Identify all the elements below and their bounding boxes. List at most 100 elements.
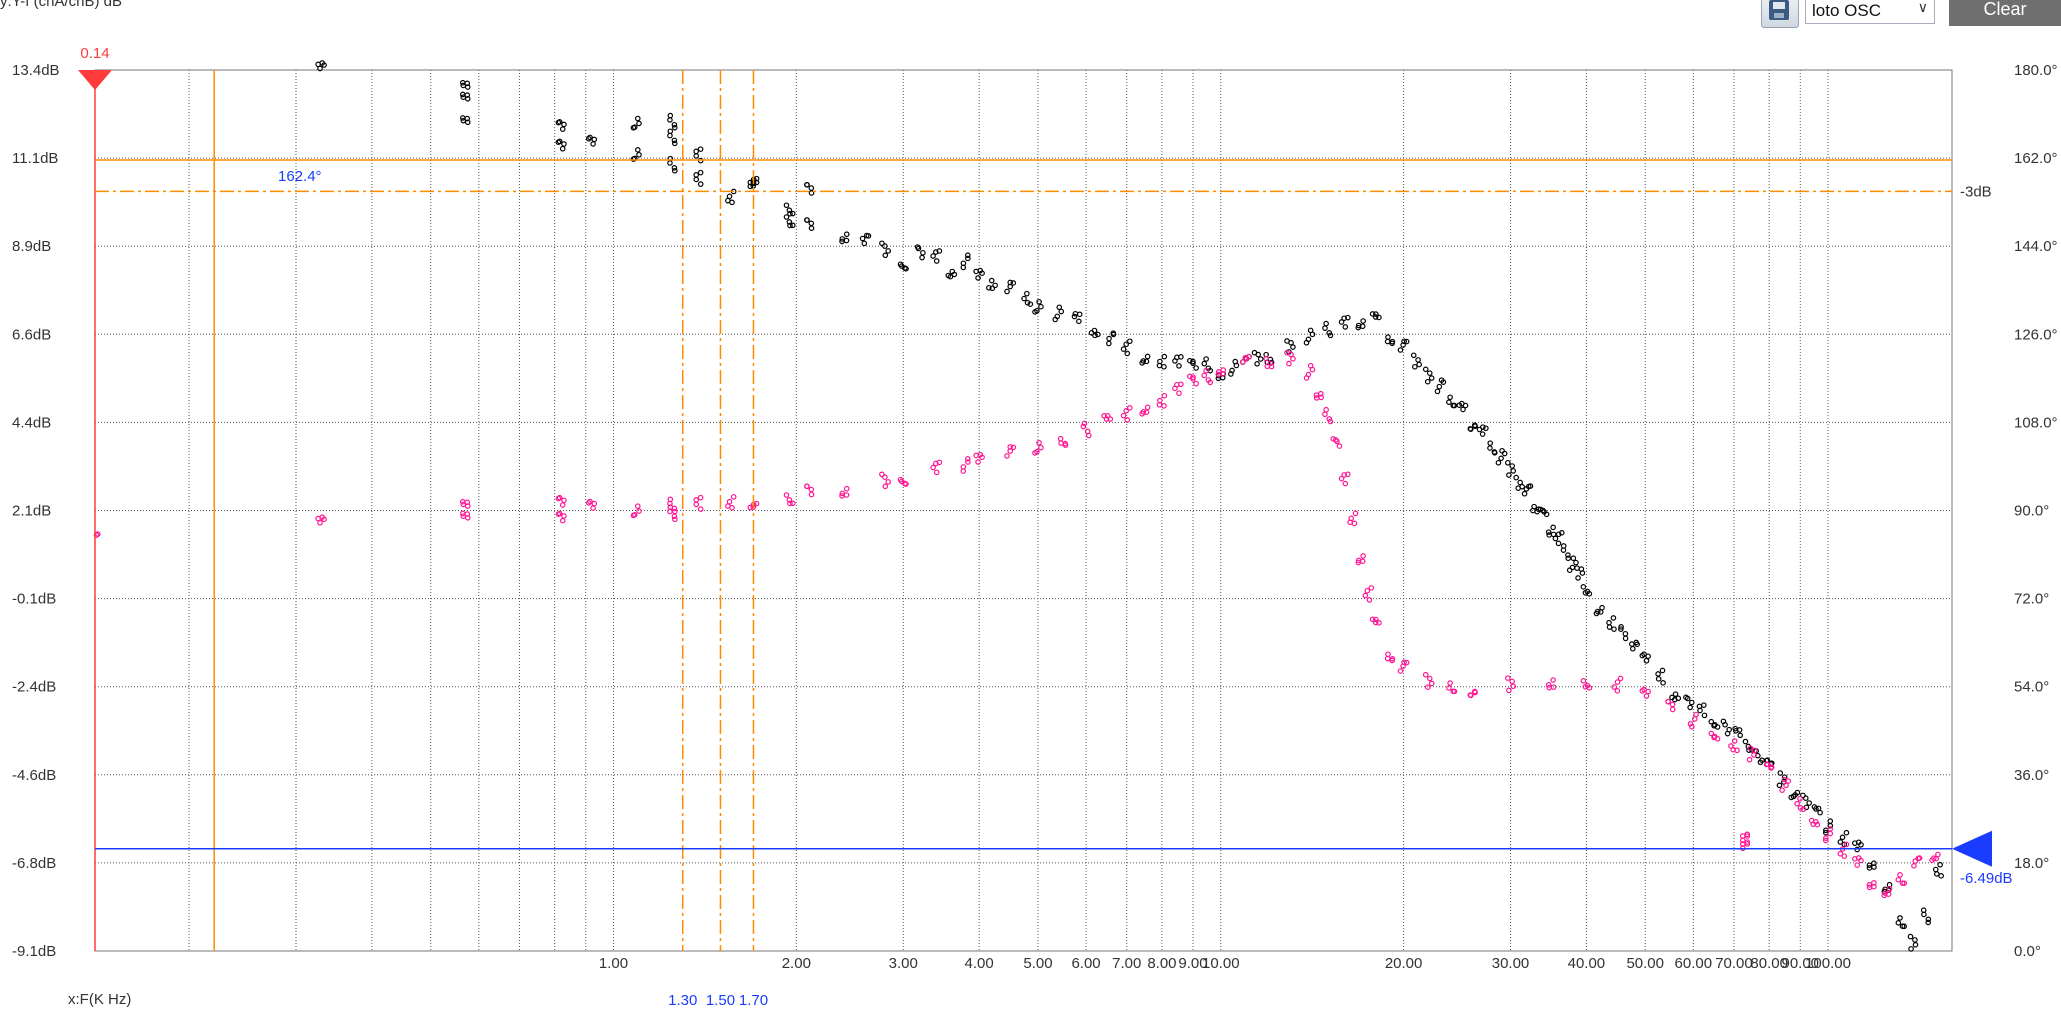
data-point [1345, 471, 1351, 478]
data-point [843, 492, 850, 498]
data-point [1895, 876, 1902, 883]
data-point [753, 500, 760, 507]
data-point [1157, 397, 1163, 404]
right-tick-label: 36.0° [2014, 767, 2049, 784]
data-point [1665, 698, 1671, 705]
data-point [585, 500, 592, 506]
data-point [936, 459, 943, 466]
data-point [636, 508, 642, 514]
data-point [988, 277, 995, 284]
data-point [1373, 311, 1379, 317]
data-point [787, 222, 793, 229]
data-point [1161, 403, 1167, 409]
data-point [460, 82, 467, 89]
clear-button[interactable]: Clear [1949, 0, 2061, 26]
data-point [559, 145, 566, 152]
data-point [1871, 860, 1877, 867]
data-point [1669, 706, 1676, 713]
series-group [315, 60, 1944, 952]
x-tick-label: 40.00 [1568, 955, 1606, 972]
data-point [933, 258, 940, 264]
data-point [863, 232, 870, 239]
data-point [591, 500, 598, 507]
data-point [1401, 659, 1407, 666]
data-point [1730, 746, 1737, 753]
data-point [882, 243, 888, 249]
data-point [783, 202, 790, 209]
data-point [1303, 339, 1310, 346]
save-button[interactable] [1761, 0, 1799, 28]
data-point [1570, 555, 1577, 562]
data-point [1871, 880, 1877, 886]
data-point [1257, 356, 1264, 362]
data-point [671, 167, 678, 174]
data-point [859, 235, 866, 242]
data-point [1178, 381, 1184, 388]
data-point [1550, 524, 1556, 531]
data-point [1546, 684, 1552, 691]
data-point [1264, 363, 1271, 370]
data-point [1506, 687, 1512, 694]
data-point [1797, 805, 1804, 811]
data-point [1323, 406, 1329, 413]
data-point [808, 491, 815, 498]
data-point [1322, 325, 1328, 331]
data-point [1032, 450, 1038, 456]
data-point [1460, 406, 1466, 413]
data-point [1720, 718, 1727, 725]
mode-select[interactable]: loto OSC ∨ [1805, 0, 1935, 24]
data-point [667, 128, 674, 135]
data-point [1683, 694, 1689, 701]
data-point [1866, 882, 1873, 888]
data-point [636, 151, 642, 158]
data-point [789, 222, 796, 229]
data-point [1161, 353, 1168, 360]
data-point [1290, 355, 1296, 362]
data-point [973, 268, 979, 275]
data-point [1617, 675, 1624, 682]
cursors[interactable]: 0.14 1.30 1.50 1.70 -3dB 162.4° -6.49dB [78, 45, 2013, 1009]
data-point [556, 138, 563, 145]
x-tick-label: 80.00 [1750, 955, 1788, 972]
data-point [903, 265, 909, 272]
data-point [1190, 374, 1196, 380]
data-point [630, 124, 637, 131]
data-point [667, 504, 674, 510]
data-point [1127, 405, 1133, 411]
data-point [1389, 338, 1396, 345]
data-point [1239, 359, 1246, 365]
data-point [1912, 858, 1919, 864]
data-point [1447, 394, 1453, 401]
data-point [1038, 444, 1044, 451]
data-point [1565, 552, 1571, 558]
data-point [1731, 738, 1738, 744]
data-point [1355, 322, 1362, 329]
data-point [634, 147, 641, 153]
data-point [1120, 412, 1127, 419]
right-tick-label: 126.0° [2014, 326, 2058, 343]
data-point [1384, 338, 1391, 345]
data-point [1036, 298, 1042, 305]
data-point [561, 497, 567, 504]
data-point [1376, 314, 1382, 321]
data-point [1144, 353, 1151, 360]
data-point [1341, 472, 1347, 478]
data-point [1899, 880, 1906, 886]
data-point [1472, 689, 1479, 696]
data-point [747, 183, 754, 190]
x-tick-label: 10.00 [1202, 955, 1240, 972]
data-point [1932, 866, 1939, 873]
data-point [975, 275, 981, 281]
data-point [693, 148, 699, 155]
data-point [1672, 691, 1679, 697]
data-point [1290, 344, 1296, 350]
data-point [1779, 787, 1785, 793]
data-point [1899, 923, 1906, 929]
data-point [1384, 655, 1391, 662]
data-point [1426, 675, 1433, 682]
data-point [960, 468, 967, 474]
data-point [1841, 853, 1848, 859]
data-point [1785, 778, 1792, 784]
data-point [1580, 677, 1587, 684]
